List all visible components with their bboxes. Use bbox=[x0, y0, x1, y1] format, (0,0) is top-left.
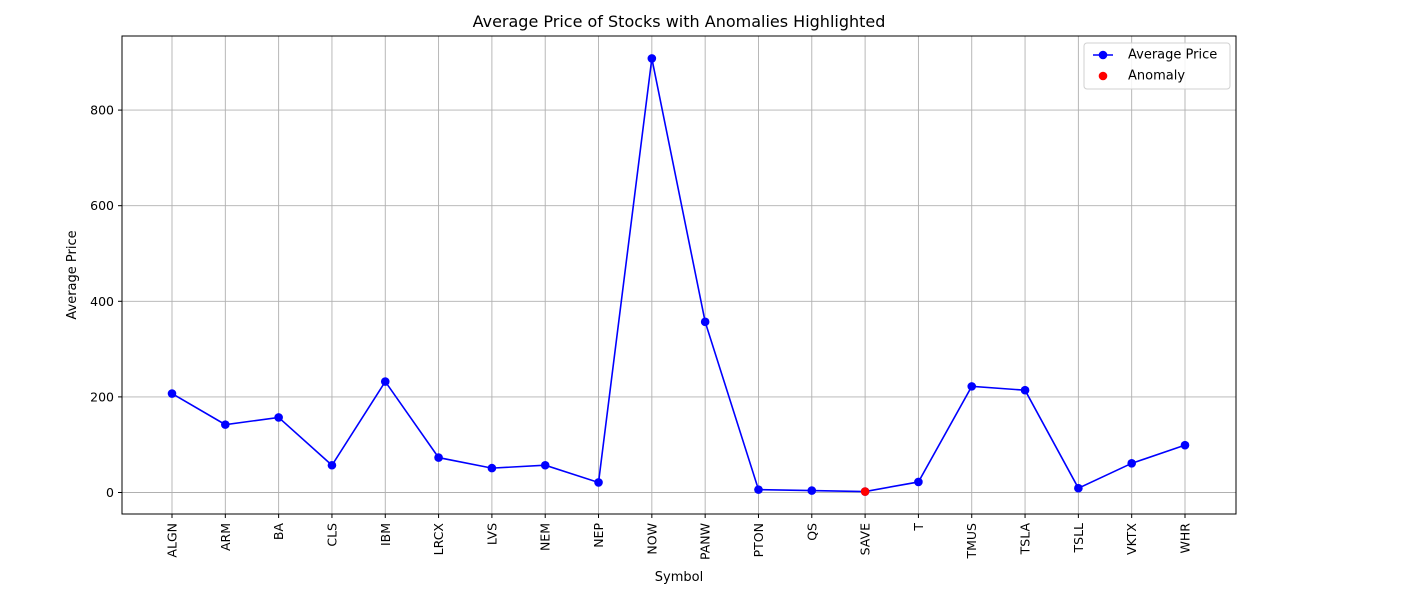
legend-marker-average-price bbox=[1098, 50, 1108, 60]
series-average-price bbox=[167, 54, 1190, 496]
chart-title: Average Price of Stocks with Anomalies H… bbox=[473, 12, 886, 31]
plot-frame bbox=[121, 35, 1237, 515]
data-point-now bbox=[647, 54, 657, 63]
x-tick-label: TMUS bbox=[964, 523, 979, 560]
x-tick-label: WHR bbox=[1178, 523, 1193, 554]
x-tick-label: PTON bbox=[751, 523, 766, 557]
data-point-tsll bbox=[1074, 483, 1083, 493]
x-tick-label: BA bbox=[271, 523, 286, 541]
x-tick-label: NEP bbox=[591, 523, 606, 548]
data-point-cls bbox=[327, 460, 337, 470]
data-point-t bbox=[914, 477, 923, 487]
data-point-ibm bbox=[380, 377, 390, 386]
legend: Average Price Anomaly bbox=[1083, 42, 1231, 90]
grid bbox=[122, 36, 1236, 514]
data-point-qs bbox=[807, 486, 817, 495]
y-tick-label: 400 bbox=[90, 294, 114, 309]
x-axis: ALGN ARM BA CLS IBM LRCX LVS NEM NEP NOW PANW PTON Q… bbox=[165, 514, 1193, 560]
legend-box bbox=[1083, 42, 1231, 90]
y-tick-label: 800 bbox=[90, 103, 114, 118]
data-point-lrcx bbox=[434, 453, 443, 462]
x-axis-label: Symbol bbox=[655, 570, 703, 585]
x-tick-label: NEM bbox=[538, 523, 553, 551]
x-tick-label: ARM bbox=[218, 523, 233, 551]
anomaly-point-save bbox=[860, 487, 870, 496]
x-tick-label: VKTX bbox=[1124, 523, 1139, 555]
y-axis-label: Average Price bbox=[65, 230, 80, 319]
y-tick-label: 600 bbox=[90, 198, 114, 213]
data-point-whr bbox=[1180, 440, 1190, 450]
x-tick-label: QS bbox=[804, 523, 819, 541]
x-tick-label: LRCX bbox=[431, 523, 446, 556]
data-point-tsla bbox=[1020, 385, 1030, 395]
y-tick-label: 0 bbox=[106, 485, 114, 500]
x-tick-label: TSLA bbox=[1018, 523, 1033, 556]
x-tick-label: NOW bbox=[644, 523, 659, 555]
x-tick-label: CLS bbox=[324, 523, 339, 547]
data-point-nep bbox=[594, 478, 603, 487]
x-tick-label: T bbox=[911, 523, 926, 532]
data-point-arm bbox=[221, 420, 230, 429]
data-point-panw bbox=[700, 317, 710, 327]
x-tick-label: PANW bbox=[698, 523, 713, 560]
data-point-nem bbox=[540, 460, 550, 470]
data-point-vktx bbox=[1127, 459, 1136, 468]
data-point-algn bbox=[167, 389, 177, 398]
x-tick-label: SAVE bbox=[858, 523, 873, 555]
y-tick-label: 200 bbox=[90, 389, 114, 404]
x-tick-label: TSLL bbox=[1071, 523, 1086, 554]
x-tick-label: IBM bbox=[378, 523, 393, 546]
data-point-ba bbox=[274, 413, 283, 422]
data-point-lvs bbox=[487, 463, 497, 473]
legend-label-average-price: Average Price bbox=[1128, 48, 1217, 63]
data-point-tmus bbox=[967, 382, 977, 391]
x-tick-label: ALGN bbox=[165, 523, 180, 558]
x-tick-label: LVS bbox=[484, 523, 499, 545]
series-line bbox=[171, 58, 1186, 493]
legend-marker-anomaly bbox=[1098, 71, 1108, 81]
anomaly-points bbox=[860, 487, 870, 496]
data-point-pton bbox=[754, 485, 763, 494]
legend-label-anomaly: Anomaly bbox=[1128, 69, 1185, 84]
y-axis: 0 200 400 600 800 bbox=[90, 103, 122, 500]
